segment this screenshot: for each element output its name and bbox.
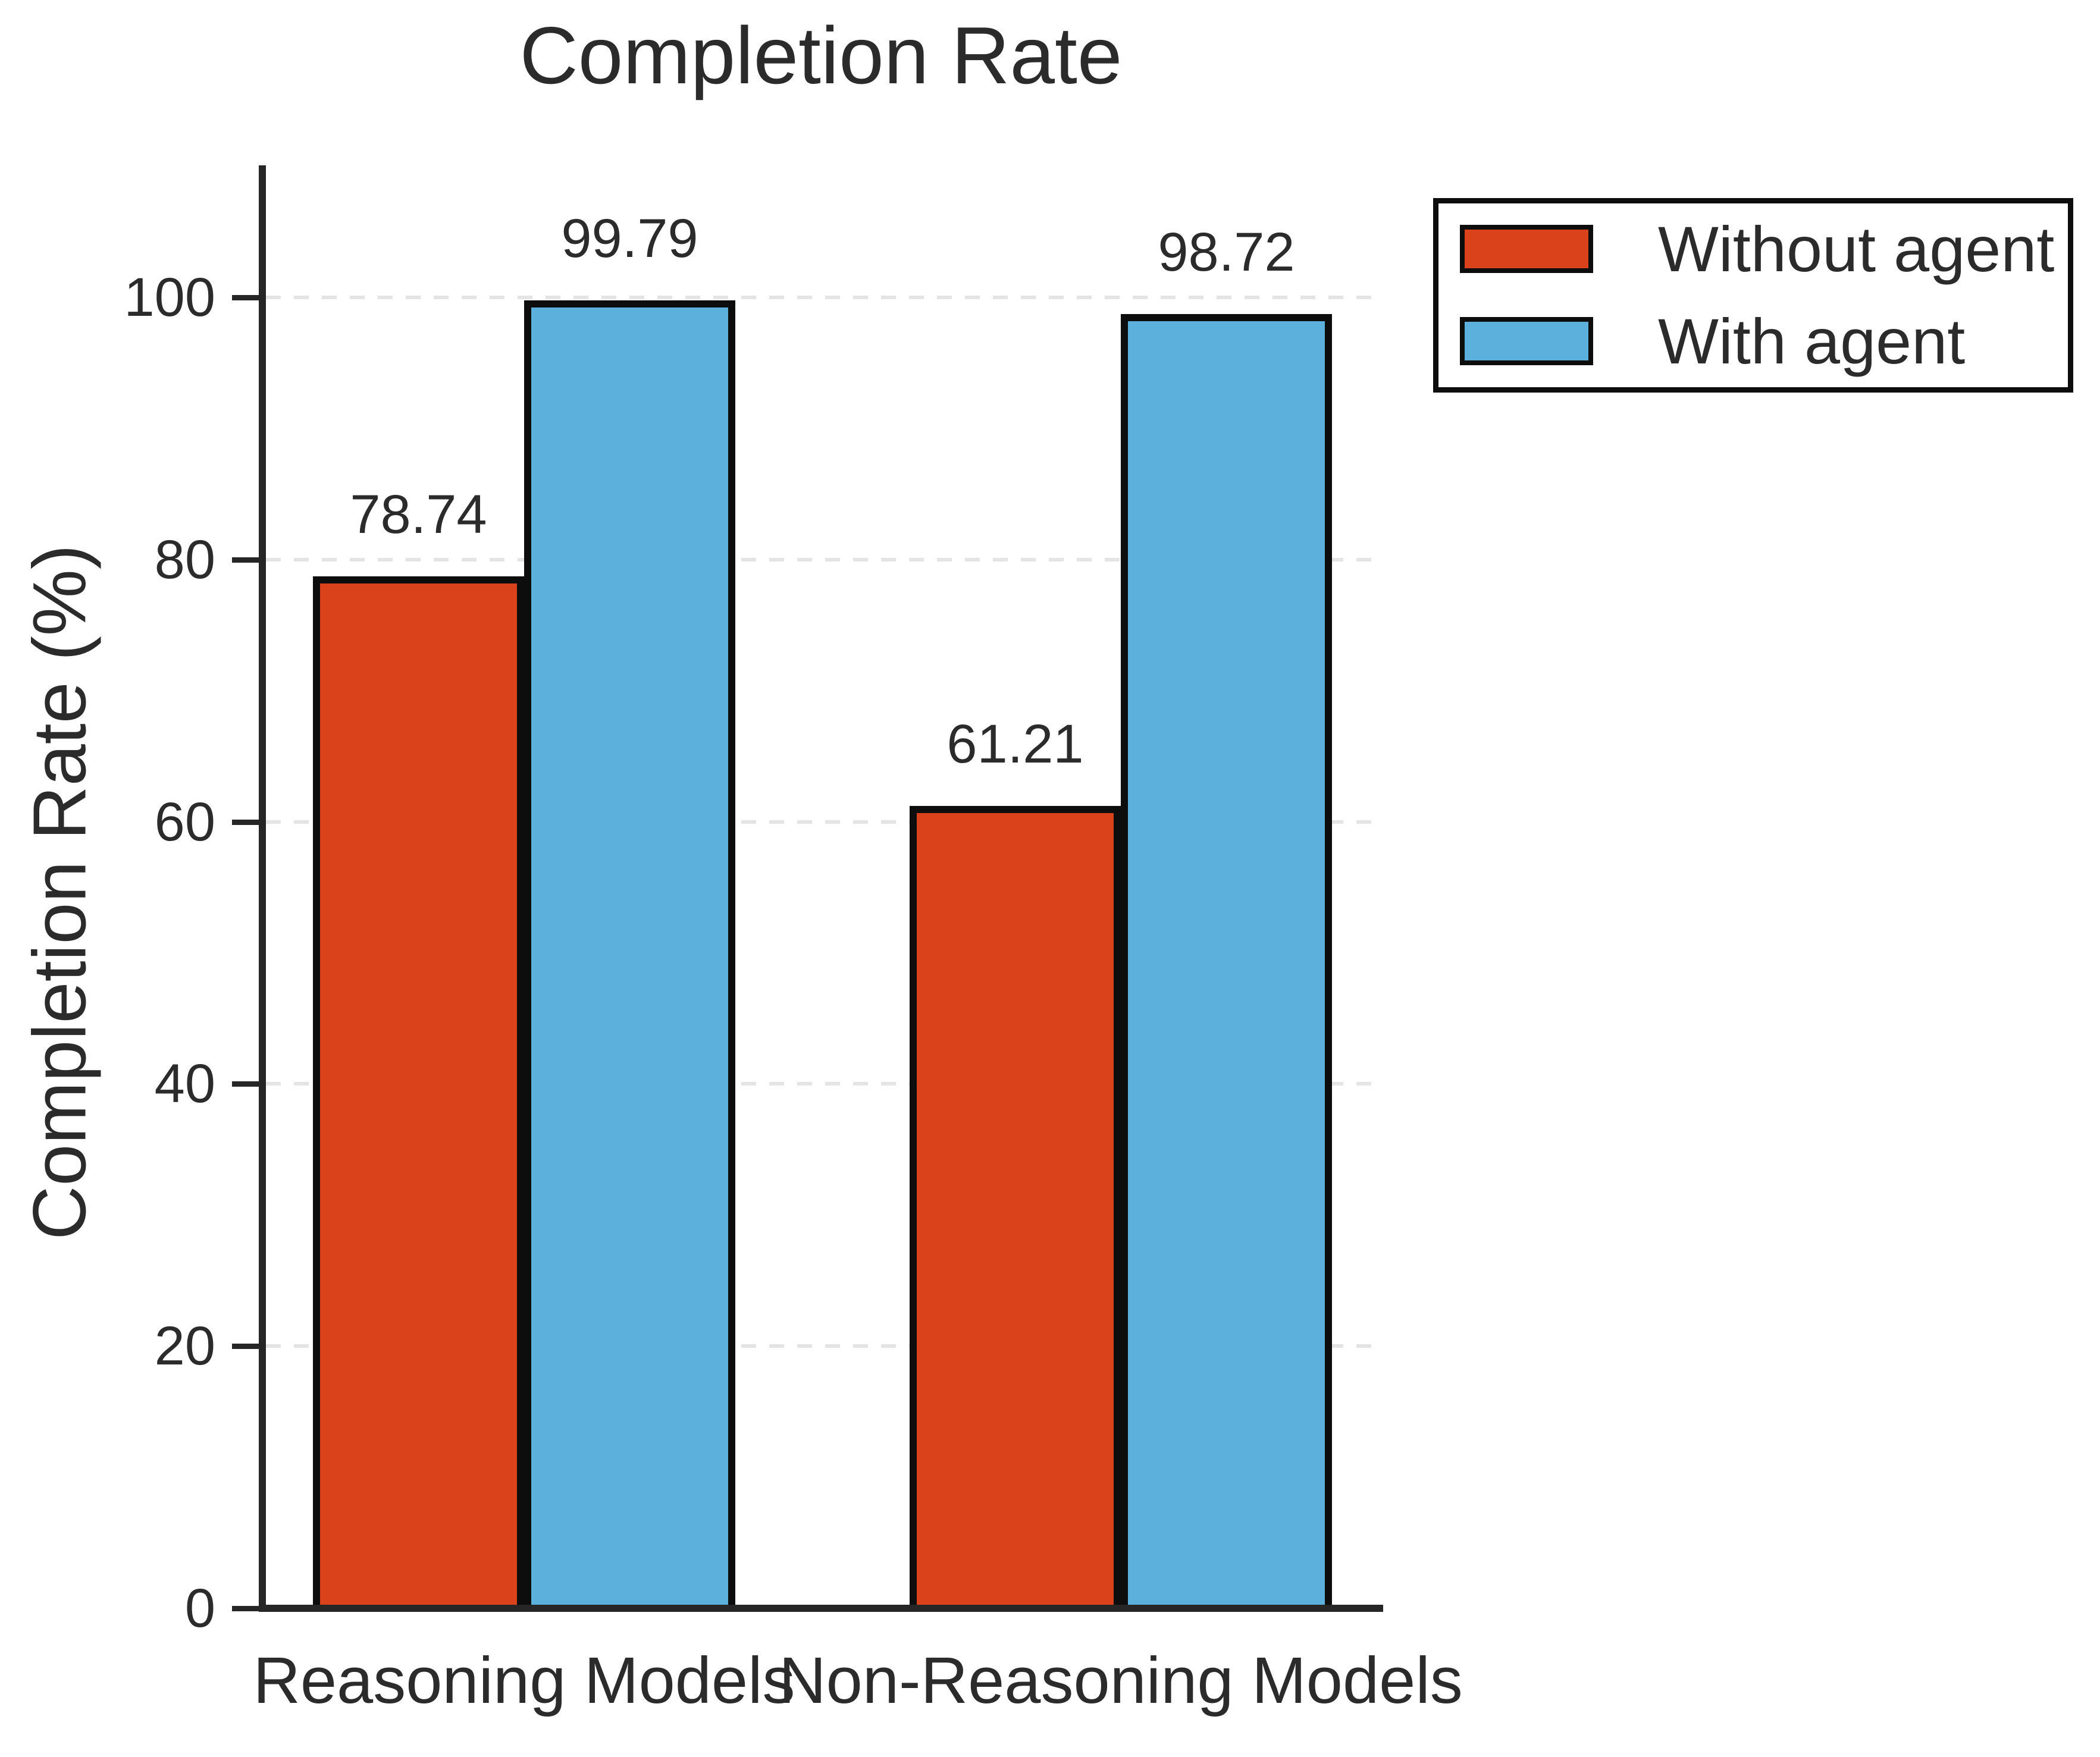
y-tick-mark-40 [232,1081,259,1087]
chart-title: Completion Rate [519,10,1123,101]
y-axis-label: Completion Rate (%) [17,544,102,1240]
gridline-100 [266,296,1383,299]
y-tick-mark-60 [232,819,259,825]
y-tick-label-100: 100 [124,267,216,328]
gridline-40 [266,1082,1383,1086]
y-tick-label-20: 20 [154,1316,215,1377]
bar-without-agent-category-0 [313,576,524,1612]
gridline-80 [266,557,1383,561]
x-tick-label-non-reasoning-models: Non-Reasoning Models [779,1644,1463,1717]
y-tick-label-0: 0 [184,1578,215,1639]
y-tick-mark-100 [232,295,259,300]
legend-label-with-agent: With agent [1658,305,1966,377]
gridline-20 [266,1344,1383,1348]
x-axis-spine [259,1605,1383,1612]
y-tick-mark-20 [232,1344,259,1350]
y-axis-spine [259,165,266,1612]
bar-with-agent-category-0 [524,300,735,1612]
gridline-60 [266,820,1383,824]
x-tick-label-reasoning-models: Reasoning Models [253,1644,795,1717]
bar-without-agent-category-1 [910,805,1121,1612]
y-tick-mark-80 [232,557,259,563]
bar-value-label-with-agent-category-1: 98.72 [1158,222,1295,283]
bar-with-agent-category-1 [1121,314,1332,1612]
bar-value-label-with-agent-category-0: 99.79 [561,208,698,269]
legend: Without agent With agent [1433,198,2073,393]
legend-label-without-agent: Without agent [1658,213,2055,285]
bar-value-label-without-agent-category-1: 61.21 [946,713,1084,774]
y-tick-label-40: 40 [154,1053,215,1115]
bar-value-label-without-agent-category-0: 78.74 [350,484,487,545]
y-tick-label-80: 80 [154,529,215,590]
y-tick-label-60: 60 [154,791,215,852]
legend-swatch-without-agent [1460,225,1593,273]
legend-swatch-with-agent [1460,317,1593,365]
y-tick-mark-0 [232,1606,259,1611]
